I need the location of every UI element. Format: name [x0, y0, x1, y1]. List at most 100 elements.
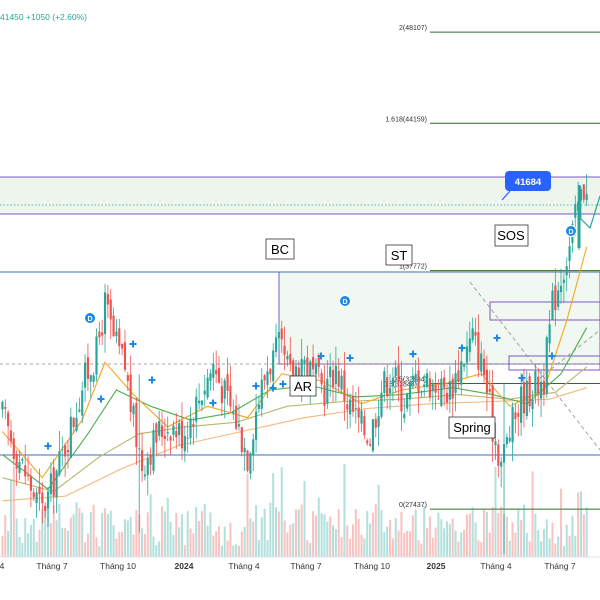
volume-bar [169, 521, 172, 557]
candle [223, 377, 226, 419]
volume-bar [89, 512, 92, 557]
volume-bar [257, 539, 260, 557]
x-tick-label: 4 [0, 561, 5, 571]
candle [483, 349, 486, 383]
volume-bar [155, 545, 158, 557]
volume-bar [485, 511, 488, 557]
volume-bar [206, 525, 209, 557]
volume-bar [554, 543, 557, 557]
volume-bar [95, 537, 98, 557]
volume-bar [309, 543, 312, 557]
candle [175, 412, 178, 449]
candle [198, 383, 201, 410]
volume-bar [61, 527, 64, 557]
candle [363, 409, 366, 440]
volume-bar [135, 509, 138, 557]
candle [272, 343, 275, 386]
candle [565, 257, 568, 292]
volume-bar [192, 533, 195, 557]
volume-bar [266, 540, 269, 557]
volume-bar [423, 505, 426, 557]
volume-bar [27, 533, 30, 557]
svg-text:SOS: SOS [497, 228, 525, 243]
candle [86, 343, 89, 392]
volume-bar [209, 512, 212, 557]
volume-bar [383, 532, 386, 557]
candle [209, 369, 212, 391]
volume-bar [195, 507, 198, 557]
plus-marker [279, 380, 287, 388]
candle [485, 355, 488, 412]
candle [531, 390, 534, 427]
candle [195, 388, 198, 439]
volume-bar [189, 528, 192, 557]
volume-bar [568, 535, 571, 557]
x-tick-label: Tháng 7 [290, 561, 321, 571]
candle [354, 391, 357, 424]
candle [152, 422, 155, 475]
volume-bar [525, 533, 528, 557]
candle [542, 364, 545, 406]
svg-text:D: D [342, 299, 347, 306]
candle [118, 318, 121, 355]
candle [277, 323, 280, 349]
volume-bar [332, 525, 335, 557]
fib-label: 0(27437) [399, 502, 427, 509]
candle [98, 321, 101, 345]
volume-bar [371, 512, 374, 557]
candle [166, 416, 169, 442]
candle [286, 350, 289, 367]
volume-bar [474, 522, 477, 557]
plus-markers [44, 334, 556, 450]
x-tick-label: 2024 [175, 561, 194, 571]
candle [121, 343, 124, 356]
candle [24, 444, 27, 485]
svg-text:ST: ST [391, 248, 408, 263]
candle [414, 359, 417, 385]
volume-bar [183, 545, 186, 557]
candle [497, 439, 500, 478]
volume-bar [446, 521, 449, 557]
volume-bar [460, 532, 463, 557]
candle [334, 346, 337, 402]
candle [52, 458, 55, 514]
volume-bar [263, 508, 266, 557]
candle [426, 368, 429, 389]
candle [428, 371, 431, 403]
volume-bar [220, 545, 223, 557]
candle [454, 360, 457, 412]
candlesticks [1, 174, 588, 554]
volume-bar [520, 520, 523, 557]
svg-text:Spring: Spring [453, 420, 491, 435]
candle [349, 393, 352, 428]
candle [55, 469, 58, 514]
volume-bar [389, 519, 392, 557]
volume-bar [240, 531, 243, 557]
volume-bar [9, 479, 12, 557]
candle [508, 425, 511, 444]
candle [75, 402, 78, 433]
candle [465, 331, 469, 377]
candle [163, 418, 166, 458]
volume-bar [69, 517, 72, 557]
volume-bar [463, 529, 466, 557]
volume-bar [286, 532, 289, 557]
candle [215, 350, 218, 384]
volume-bar [163, 511, 166, 557]
quote-header: 41450 +1050 (+2.60%) [0, 12, 87, 22]
volume-bar [414, 509, 417, 557]
candle [537, 367, 540, 407]
candle [112, 307, 115, 337]
volume-bar [41, 509, 44, 557]
volume-bar [437, 512, 440, 557]
volume-bar [198, 520, 201, 557]
volume-bar [243, 527, 246, 557]
volume-bar [500, 506, 503, 557]
volume-bar [101, 512, 104, 557]
candle [274, 323, 278, 358]
volume-bar [280, 467, 283, 557]
volume-bar [343, 463, 346, 557]
volume-bar [75, 502, 78, 557]
volume-bar [223, 526, 226, 557]
candle [505, 433, 508, 449]
